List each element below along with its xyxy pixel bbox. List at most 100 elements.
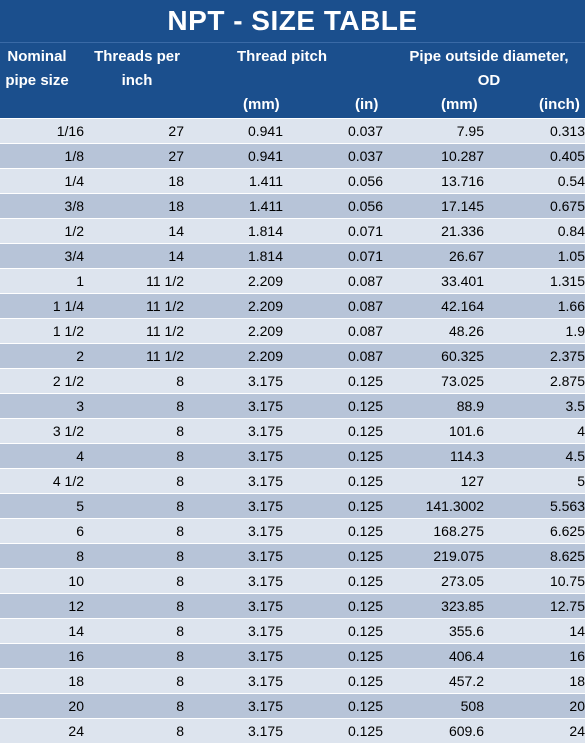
od-mm-cell: 609.6: [383, 719, 484, 743]
nominal-size-cell: 24: [0, 719, 84, 743]
header-threads-per-inch: Threads per inch: [88, 45, 186, 93]
od-mm-cell: 141.3002: [383, 494, 484, 519]
od-inch-cell: 5.563: [484, 494, 585, 519]
nominal-size-cell: 2 1/2: [0, 369, 84, 394]
od-mm-cell: 508: [383, 694, 484, 719]
pitch-in-cell: 0.125: [283, 544, 383, 569]
od-inch-cell: 5: [484, 469, 585, 494]
threads-per-inch-cell: 14: [84, 219, 184, 244]
od-mm-cell: 21.336: [383, 219, 484, 244]
od-mm-cell: 48.26: [383, 319, 484, 344]
threads-per-inch-cell: 8: [84, 644, 184, 669]
od-inch-cell: 18: [484, 669, 585, 694]
threads-per-inch-cell: 8: [84, 394, 184, 419]
pitch-mm-cell: 3.175: [184, 569, 283, 594]
pitch-in-cell: 0.125: [283, 469, 383, 494]
pitch-mm-cell: 1.411: [184, 169, 283, 194]
pitch-mm-cell: 3.175: [184, 369, 283, 394]
pitch-mm-cell: 3.175: [184, 644, 283, 669]
od-inch-cell: 6.625: [484, 519, 585, 544]
od-inch-cell: 2.375: [484, 344, 585, 369]
pitch-in-cell: 0.125: [283, 369, 383, 394]
threads-per-inch-cell: 8: [84, 519, 184, 544]
pitch-in-cell: 0.087: [283, 269, 383, 294]
nominal-size-cell: 1 1/2: [0, 319, 84, 344]
threads-per-inch-cell: 8: [84, 544, 184, 569]
pitch-in-cell: 0.125: [283, 519, 383, 544]
od-inch-cell: 8.625: [484, 544, 585, 569]
table-title: NPT - SIZE TABLE: [0, 0, 585, 43]
threads-per-inch-cell: 18: [84, 169, 184, 194]
pitch-in-cell: 0.125: [283, 494, 383, 519]
od-mm-cell: 101.6: [383, 419, 484, 444]
threads-per-inch-cell: 18: [84, 194, 184, 219]
pitch-mm-cell: 3.175: [184, 694, 283, 719]
threads-per-inch-cell: 11 1/2: [84, 269, 184, 294]
nominal-size-cell: 1/16: [0, 119, 84, 144]
threads-per-inch-cell: 8: [84, 419, 184, 444]
header-nominal-line2: pipe size: [3, 69, 71, 93]
header-nominal-line1: Nominal: [3, 45, 71, 69]
od-inch-cell: 1.05: [484, 244, 585, 269]
unit-od-mm: (mm): [441, 95, 478, 115]
pitch-mm-cell: 3.175: [184, 719, 283, 743]
od-mm-cell: 273.05: [383, 569, 484, 594]
nominal-size-cell: 20: [0, 694, 84, 719]
od-inch-cell: 0.84: [484, 219, 585, 244]
pitch-mm-cell: 3.175: [184, 619, 283, 644]
pitch-in-cell: 0.071: [283, 244, 383, 269]
od-inch-cell: 0.405: [484, 144, 585, 169]
pitch-in-cell: 0.037: [283, 144, 383, 169]
pitch-in-cell: 0.087: [283, 344, 383, 369]
nominal-size-cell: 3/4: [0, 244, 84, 269]
pitch-in-cell: 0.125: [283, 719, 383, 743]
od-inch-cell: 16: [484, 644, 585, 669]
od-mm-cell: 457.2: [383, 669, 484, 694]
nominal-size-cell: 18: [0, 669, 84, 694]
nominal-size-cell: 1: [0, 269, 84, 294]
od-mm-cell: 60.325: [383, 344, 484, 369]
od-inch-cell: 2.875: [484, 369, 585, 394]
od-inch-cell: 24: [484, 719, 585, 743]
nominal-size-cell: 3: [0, 394, 84, 419]
od-inch-cell: 1.315: [484, 269, 585, 294]
nominal-size-cell: 10: [0, 569, 84, 594]
od-inch-cell: 14: [484, 619, 585, 644]
threads-per-inch-cell: 8: [84, 719, 184, 743]
nominal-size-cell: 1/8: [0, 144, 84, 169]
od-inch-cell: 0.313: [484, 119, 585, 144]
header-thread-pitch: Thread pitch: [237, 45, 327, 69]
pitch-mm-cell: 2.209: [184, 344, 283, 369]
od-inch-cell: 3.5: [484, 394, 585, 419]
nominal-size-cell: 4: [0, 444, 84, 469]
threads-per-inch-cell: 11 1/2: [84, 319, 184, 344]
nominal-size-cell: 2: [0, 344, 84, 369]
pitch-mm-cell: 2.209: [184, 294, 283, 319]
threads-per-inch-cell: 8: [84, 469, 184, 494]
nominal-size-cell: 4 1/2: [0, 469, 84, 494]
od-mm-cell: 323.85: [383, 594, 484, 619]
od-mm-cell: 114.3: [383, 444, 484, 469]
od-mm-cell: 10.287: [383, 144, 484, 169]
od-mm-cell: 17.145: [383, 194, 484, 219]
pitch-in-cell: 0.125: [283, 419, 383, 444]
pitch-mm-cell: 3.175: [184, 394, 283, 419]
pitch-mm-cell: 3.175: [184, 494, 283, 519]
threads-per-inch-cell: 8: [84, 444, 184, 469]
threads-per-inch-cell: 8: [84, 494, 184, 519]
pitch-in-cell: 0.125: [283, 594, 383, 619]
pitch-in-cell: 0.056: [283, 194, 383, 219]
threads-per-inch-cell: 8: [84, 669, 184, 694]
pitch-in-cell: 0.125: [283, 669, 383, 694]
od-inch-cell: 4.5: [484, 444, 585, 469]
